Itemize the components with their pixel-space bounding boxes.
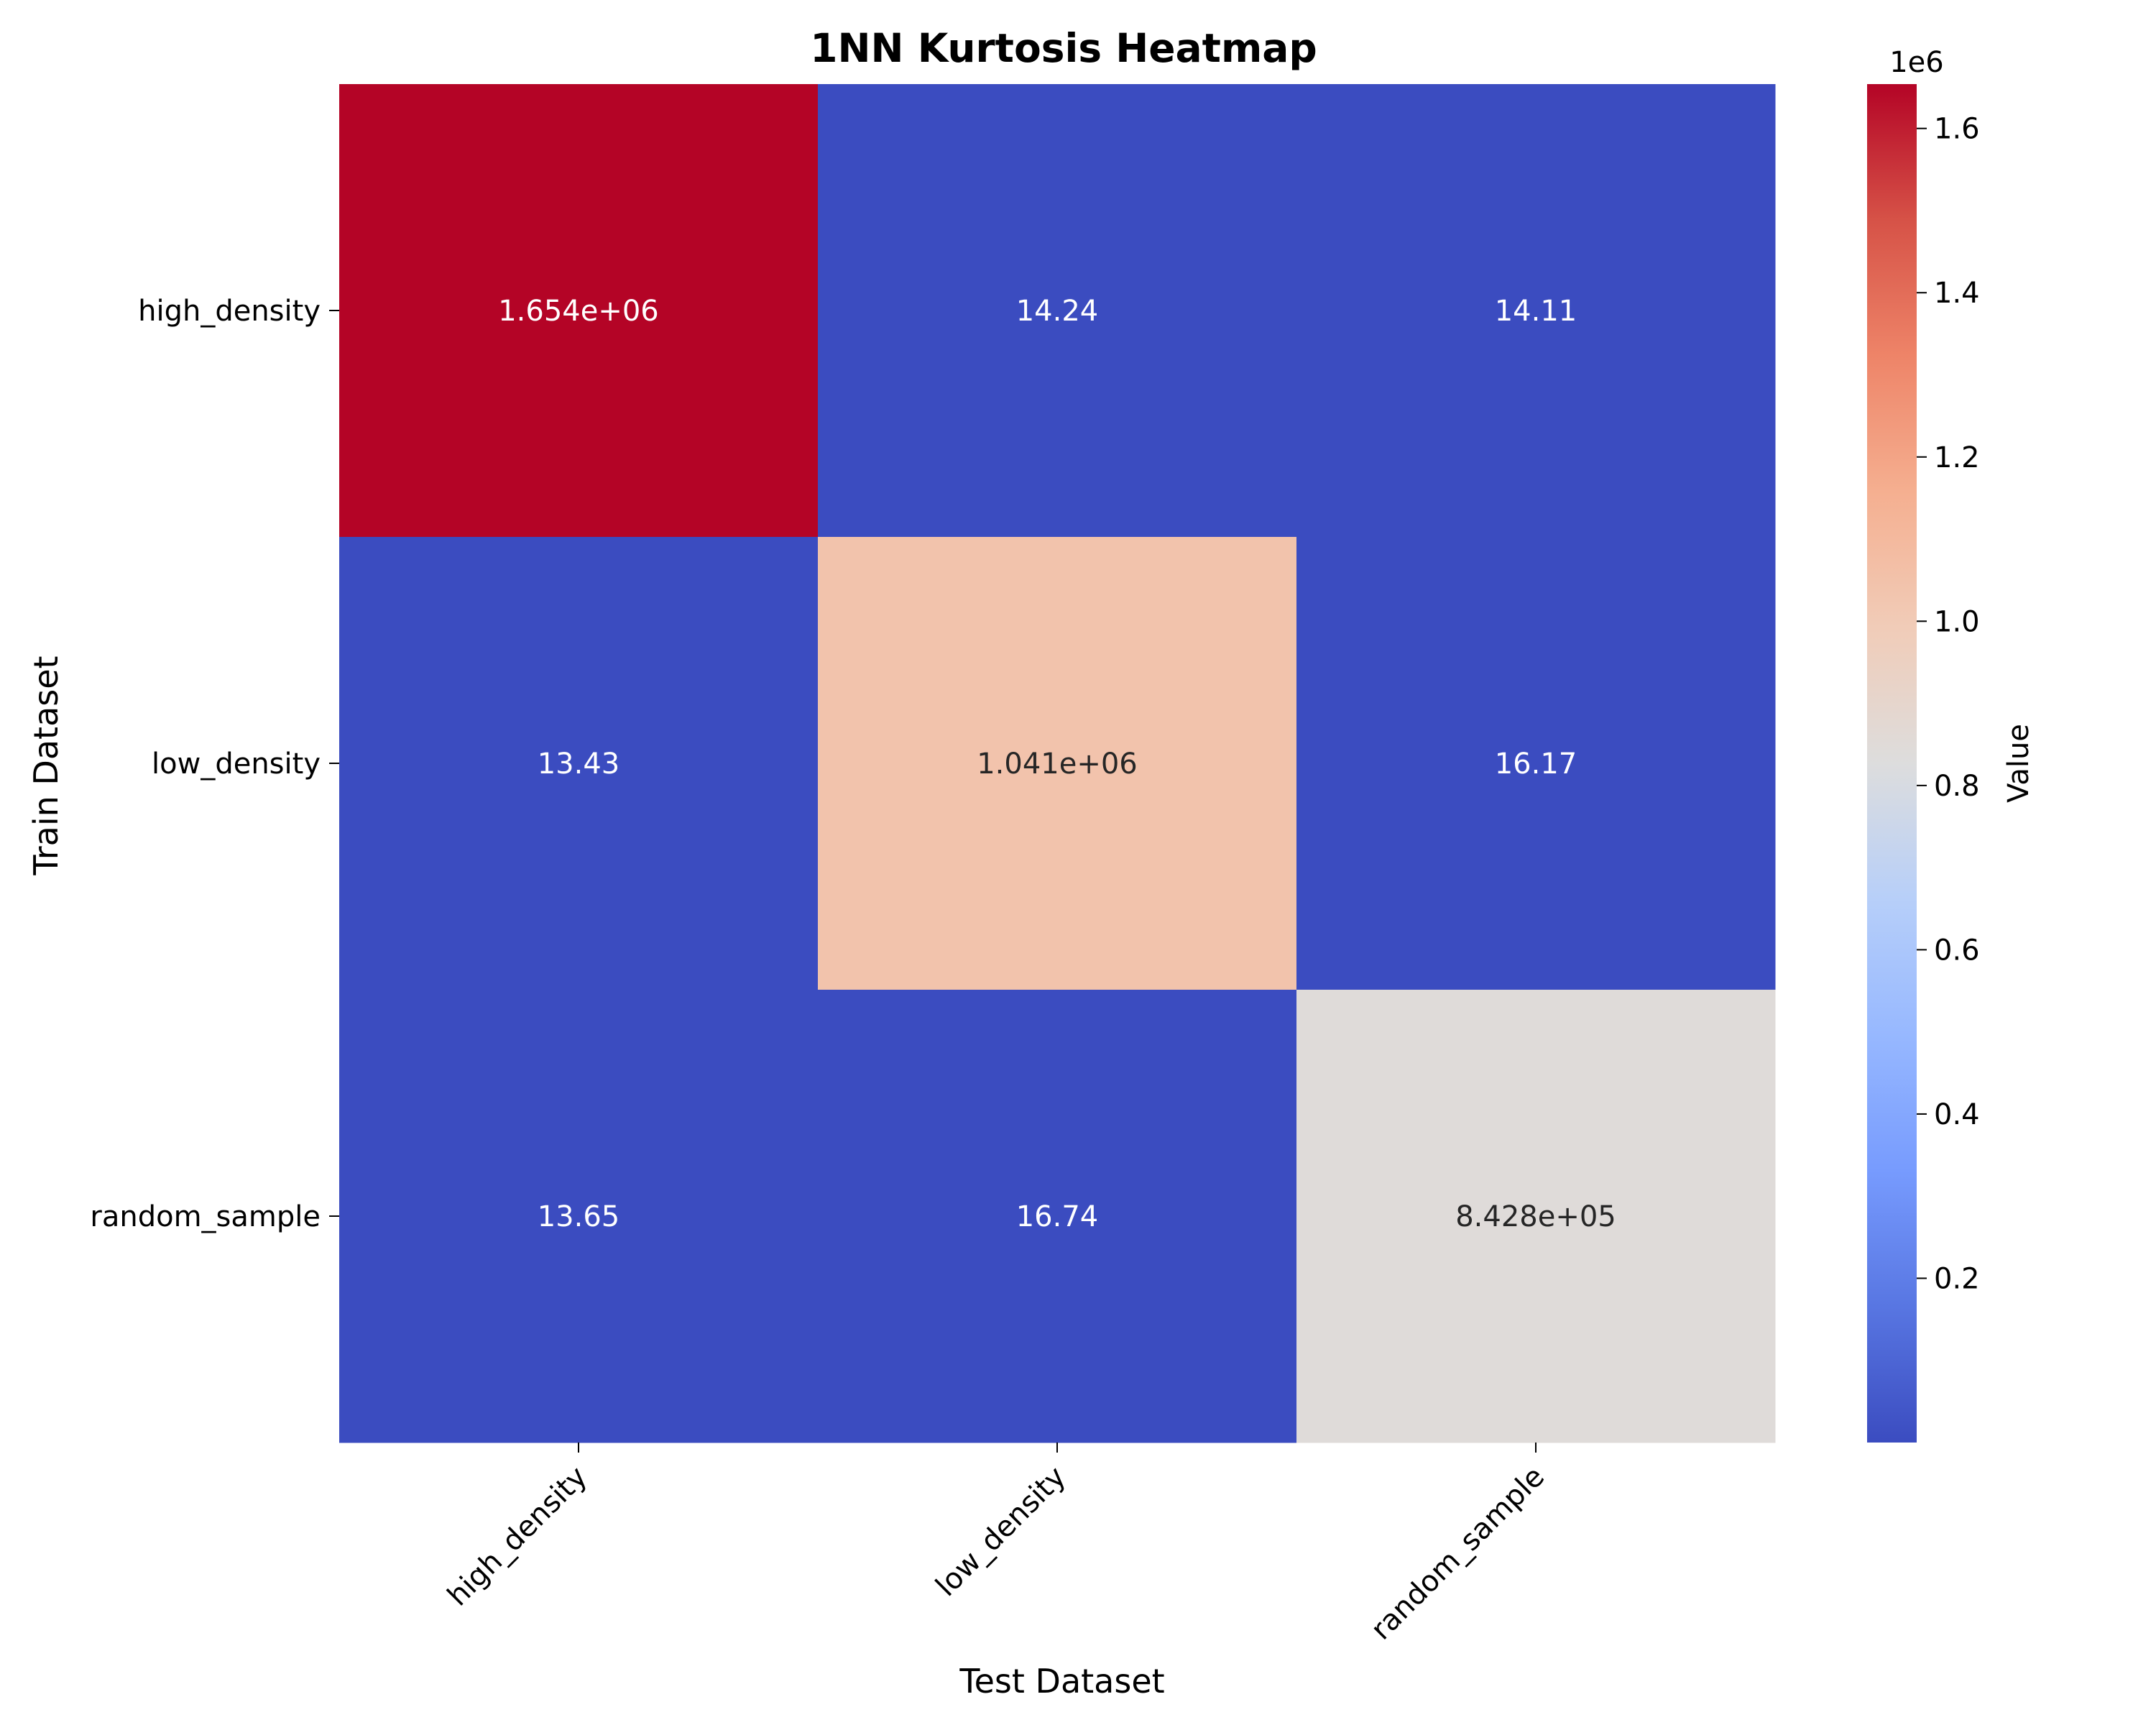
heatmap-cell [1296,990,1776,1443]
heatmap-cell-label: 13.65 [538,1200,620,1233]
chart-title: 1NN Kurtosis Heatmap [810,25,1317,71]
colorbar-tick-label: 0.2 [1934,1262,1980,1295]
colorbar-tick-label: 1.6 [1934,113,1980,146]
colorbar-offset-text: 1e6 [1889,46,1944,79]
heatmap-cell [818,84,1297,538]
y-tick-label: low_density [152,748,321,781]
colorbar-tick-label: 1.4 [1934,277,1980,310]
colorbar [1867,84,1917,1443]
x-axis-ticks: high_density low_density random_sample [441,1443,1551,1647]
heatmap-cells [339,84,1776,1443]
heatmap-cell [818,990,1297,1443]
heatmap-cell [339,537,819,990]
heatmap-cell-label: 16.74 [1016,1200,1099,1233]
colorbar-tick-label: 0.6 [1934,934,1980,967]
x-axis-label: Test Dataset [959,1662,1164,1701]
heatmap-cell [818,537,1297,990]
x-tick-label: high_density [441,1460,594,1613]
colorbar-tick-label: 0.4 [1934,1098,1980,1131]
y-tick-label: random_sample [90,1200,321,1233]
y-axis-ticks: high_density low_density random_sample [90,295,339,1233]
heatmap-cell-label: 14.11 [1495,295,1577,328]
colorbar-ticks: 0.2 0.4 0.6 0.8 1.0 1.2 1.4 1.6 [1917,113,1980,1295]
x-tick-label: random_sample [1365,1460,1551,1647]
heatmap-cell [339,84,819,538]
heatmap-cell-label: 13.43 [538,748,620,781]
colorbar-tick-label: 0.8 [1934,770,1980,803]
heatmap-cell [1296,84,1776,538]
x-tick-label: low_density [929,1460,1072,1604]
heatmap-cell-labels: 1.654e+06 14.24 14.11 13.43 1.041e+06 16.17 13… [498,295,1616,1233]
y-tick-label: high_density [138,295,321,328]
heatmap-cell-label: 16.17 [1495,748,1577,781]
heatmap-cell-label: 14.24 [1016,295,1099,328]
colorbar-tick-label: 1.2 [1934,441,1980,474]
heatmap-cell-label: 1.041e+06 [977,748,1138,781]
colorbar-tick-label: 1.0 [1934,605,1980,638]
heatmap-cell [1296,537,1776,990]
heatmap-cell [339,990,819,1443]
colorbar-label: Value [2002,724,2035,803]
heatmap-cell-label: 8.428e+05 [1455,1200,1616,1233]
y-axis-label: Train Dataset [27,656,65,875]
heatmap-cell-label: 1.654e+06 [498,295,659,328]
